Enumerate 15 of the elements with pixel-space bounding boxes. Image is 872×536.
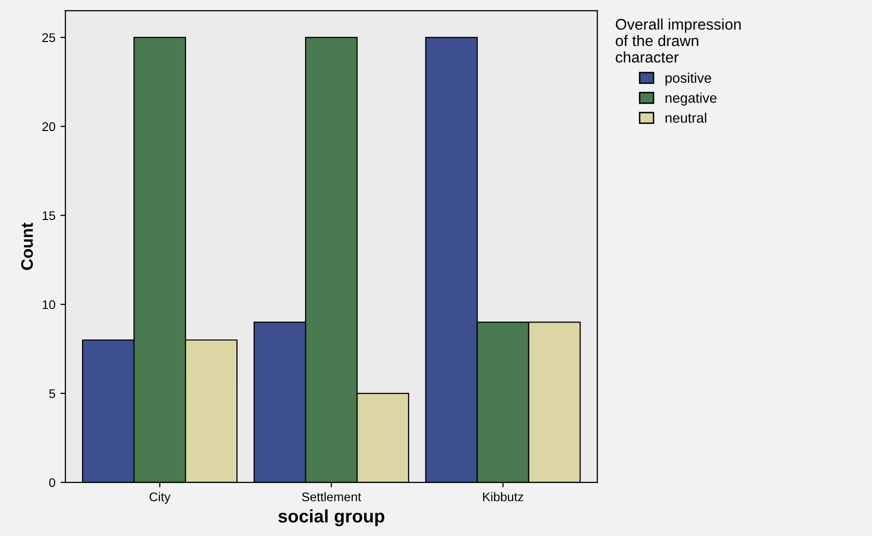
legend-label: negative bbox=[666, 92, 717, 106]
legend-label: positive bbox=[666, 72, 712, 86]
x-tick-label: Settlement bbox=[302, 492, 362, 502]
legend-label: neutral bbox=[666, 112, 706, 123]
x-axis-title: social group bbox=[278, 509, 384, 526]
y-tick-label: 0 bbox=[49, 478, 56, 488]
y-tick-label: 15 bbox=[42, 211, 56, 220]
legend-title: Overall impression of the drawn character bbox=[616, 18, 741, 63]
y-tick-label: 5 bbox=[49, 389, 56, 398]
y-tick-label: 25 bbox=[42, 33, 56, 42]
y-tick-label: 20 bbox=[42, 122, 56, 132]
y-axis-title: Count bbox=[21, 222, 33, 270]
x-tick-label: City bbox=[150, 492, 171, 504]
y-tick-label: 10 bbox=[42, 300, 56, 310]
x-tick-label: Kibbutz bbox=[483, 492, 524, 502]
